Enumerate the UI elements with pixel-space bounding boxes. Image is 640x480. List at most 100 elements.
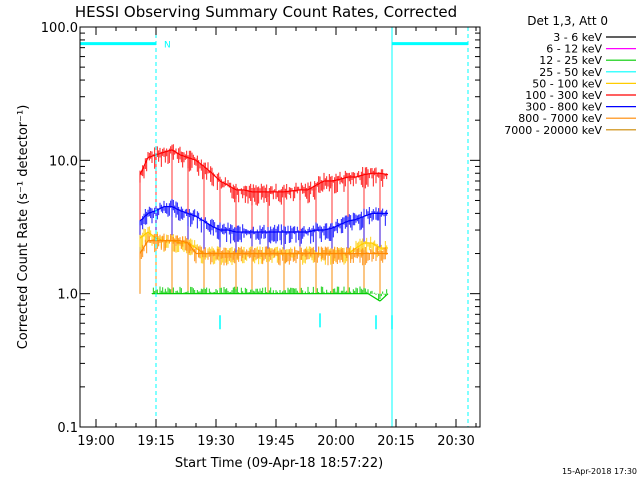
series-line [211,172,221,182]
series-trace [243,183,252,204]
x-tick-label: 20:00 [317,434,354,449]
series-trace [235,224,244,243]
y-axis: 0.1 1.0 10.0 100.0 [41,21,480,436]
series-trace [283,287,296,294]
series-trace [319,286,332,294]
series-line [307,229,317,233]
series-line [211,225,221,231]
series-trace [163,287,176,294]
series-trace [259,183,268,203]
x-tick-label: 20:15 [377,434,414,449]
series-trace [243,228,252,239]
legend-label: 7000 - 20000 keV [504,124,602,137]
series-line [155,151,165,156]
series-trace [199,287,212,294]
series-line [187,212,197,217]
series-trace [355,211,364,231]
series-line [371,242,381,249]
series-trace [323,172,332,192]
series-trace [151,286,164,294]
series-trace [187,209,196,227]
y-tick-label: 1.0 [57,288,78,303]
series-trace [163,233,172,251]
series-line [283,190,293,193]
series-line [363,172,373,176]
series-line [179,210,189,214]
series-trace [247,288,260,294]
series-trace [331,173,340,194]
series-line [195,215,205,222]
series-trace [371,167,380,187]
series-trace [315,222,324,242]
series-trace [355,247,364,266]
series-trace [267,224,276,244]
series-trace [331,247,340,264]
series-trace [379,208,388,226]
y-tick-label: 100.0 [41,21,78,36]
series-trace [147,206,156,224]
series-line [227,184,237,191]
legend-label: 12 - 25 keV [539,54,602,67]
series-trace [307,225,316,244]
series-trace [295,287,308,294]
series-trace [155,233,164,250]
series-trace [307,181,316,204]
flag-label: N [164,41,171,51]
series-line [171,149,181,156]
series-800-7000keV [139,233,388,294]
series-trace [175,286,188,294]
y-tick-label: 0.1 [57,421,78,436]
series-trace [163,200,172,217]
series-trace [147,147,156,169]
series-line [315,180,325,186]
series-line [219,180,229,186]
series-trace [139,228,148,250]
series-trace [195,155,204,180]
legend-label: 800 - 7000 keV [518,112,602,125]
x-axis: 19:00 19:15 19:30 19:45 20:00 20:15 20:30 [77,27,477,449]
chart-title: HESSI Observing Summary Count Rates, Cor… [75,3,457,21]
series-trace [227,222,236,244]
series-trace [331,219,340,241]
series-trace [235,286,248,294]
series-trace [343,286,356,294]
x-tick-label: 19:30 [197,434,234,449]
series-trace [347,247,356,263]
series-trace [187,150,196,172]
series-line [139,240,149,254]
x-tick-label: 19:00 [77,434,114,449]
series-line [203,165,213,174]
series-trace [283,249,292,265]
series-trace [339,215,348,234]
legend-label: 25 - 50 keV [539,66,602,79]
series-trace [195,211,204,233]
series-line [195,159,205,167]
series-trace [355,286,368,294]
series-line [155,206,165,212]
x-tick-label: 20:30 [437,434,474,449]
legend-label: 3 - 6 keV [553,31,602,44]
series-12-25keV [151,286,389,302]
series-trace [179,146,188,168]
series-line [203,220,213,227]
series-trace [371,207,380,222]
y-tick-label: 10.0 [49,154,78,169]
y-axis-label: Corrected Count Rate (s⁻¹ detector⁻¹) [16,105,31,350]
series-line [307,184,317,191]
series-line [363,212,373,217]
series-trace [323,223,332,241]
series-trace [155,146,164,167]
series-trace [331,286,344,294]
series-trace [187,286,200,294]
series-line [355,215,365,221]
series-trace [355,167,364,188]
series-line [339,220,349,226]
series-trace [223,286,236,294]
series-trace [203,162,212,182]
legend-label: 50 - 100 keV [532,77,602,90]
series-line [139,231,149,239]
series-line [291,189,301,192]
series-line [227,229,237,233]
